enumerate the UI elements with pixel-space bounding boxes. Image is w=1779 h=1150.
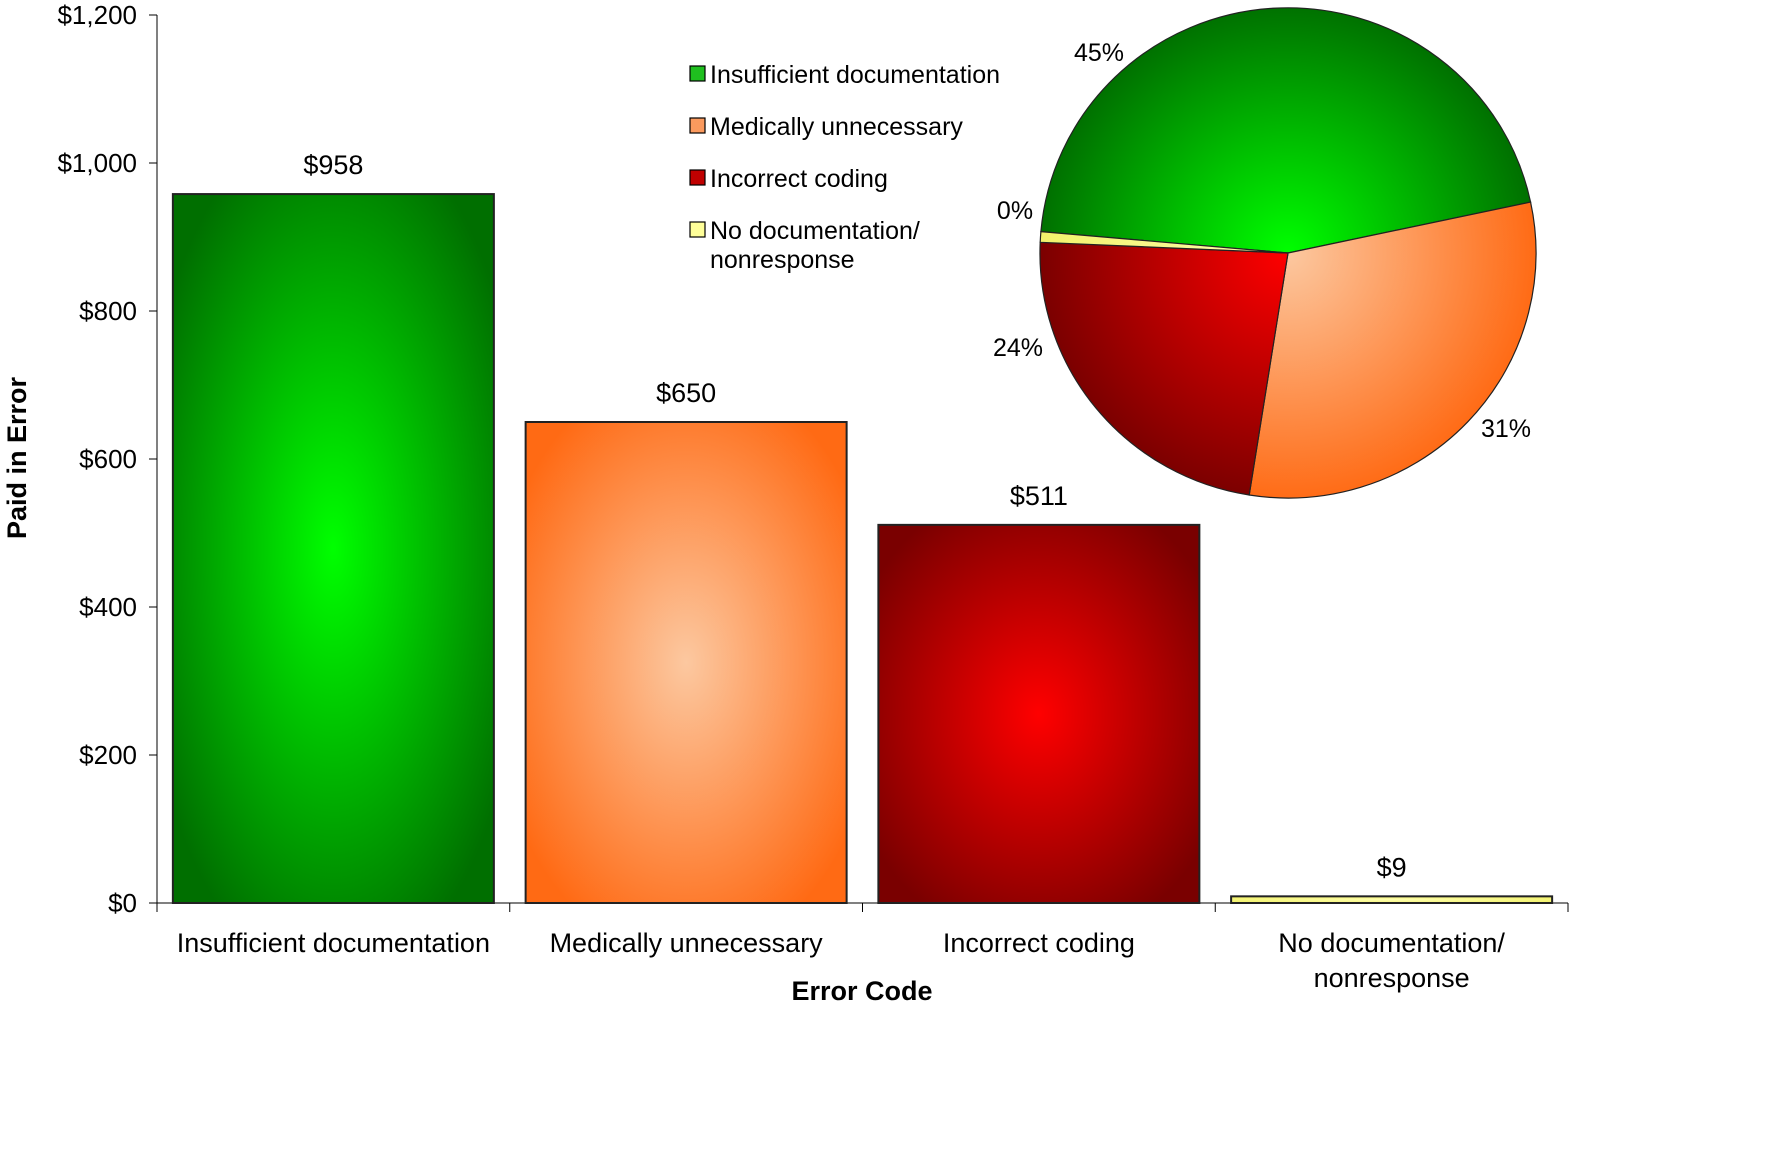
y-tick-label: $1,200 — [57, 0, 137, 30]
bar-none — [1230, 895, 1554, 905]
legend-label: Incorrect coding — [710, 165, 888, 193]
bar-value-label: $958 — [303, 150, 363, 180]
y-tick-label: $800 — [79, 296, 137, 326]
pie-slice-none — [1039, 230, 1289, 254]
legend-swatch-incorrect — [689, 169, 706, 186]
pie-percent-label: 24% — [993, 334, 1043, 362]
bar-value-label: $650 — [656, 378, 716, 408]
legend-swatch-insufficient — [689, 65, 706, 82]
pie-chart: 45% 31% 24% 0% — [993, 7, 1537, 499]
x-category-label: Incorrect coding — [943, 928, 1135, 958]
x-axis-title: Error Code — [791, 976, 932, 1006]
y-tick-label: $1,000 — [57, 148, 137, 178]
bar-chart: $0 $200 $400 $600 $800 $1,000 $1,200 $958 Insuff… — [2, 0, 1569, 1006]
bar-value-label: $9 — [1377, 852, 1407, 882]
bar-unnecessary — [524, 421, 848, 904]
pie-slice-incorrect — [1039, 241, 1289, 496]
y-tick-label: $600 — [79, 444, 137, 474]
x-category-label: Insufficient documentation — [177, 928, 490, 958]
bar-value-label: $511 — [1010, 481, 1068, 511]
pie-percent-label: 31% — [1481, 415, 1531, 443]
legend-label: nonresponse — [710, 246, 855, 274]
legend: Insufficient documentation Medically unne… — [689, 61, 1000, 274]
y-tick-label: $200 — [79, 740, 137, 770]
bar-incorrect — [877, 523, 1201, 904]
legend-label: Medically unnecessary — [710, 113, 963, 141]
legend-swatch-none — [689, 221, 706, 238]
x-category-label: No documentation/ — [1278, 928, 1505, 958]
pie-slice-unnecessary — [1248, 201, 1537, 499]
pie-percent-label: 45% — [1074, 39, 1124, 67]
pie-percent-label: 0% — [997, 197, 1033, 225]
y-tick-label: $0 — [108, 888, 137, 918]
legend-swatch-unnecessary — [689, 117, 706, 134]
legend-label: Insufficient documentation — [710, 61, 1000, 89]
x-category-label: nonresponse — [1314, 963, 1470, 993]
y-tick-label: $400 — [79, 592, 137, 622]
legend-label: No documentation/ — [710, 217, 920, 245]
pie-slice-insufficient — [1040, 7, 1532, 254]
bar-insufficient — [171, 193, 495, 904]
y-axis-title: Paid in Error — [2, 376, 32, 539]
x-category-label: Medically unnecessary — [550, 928, 824, 958]
